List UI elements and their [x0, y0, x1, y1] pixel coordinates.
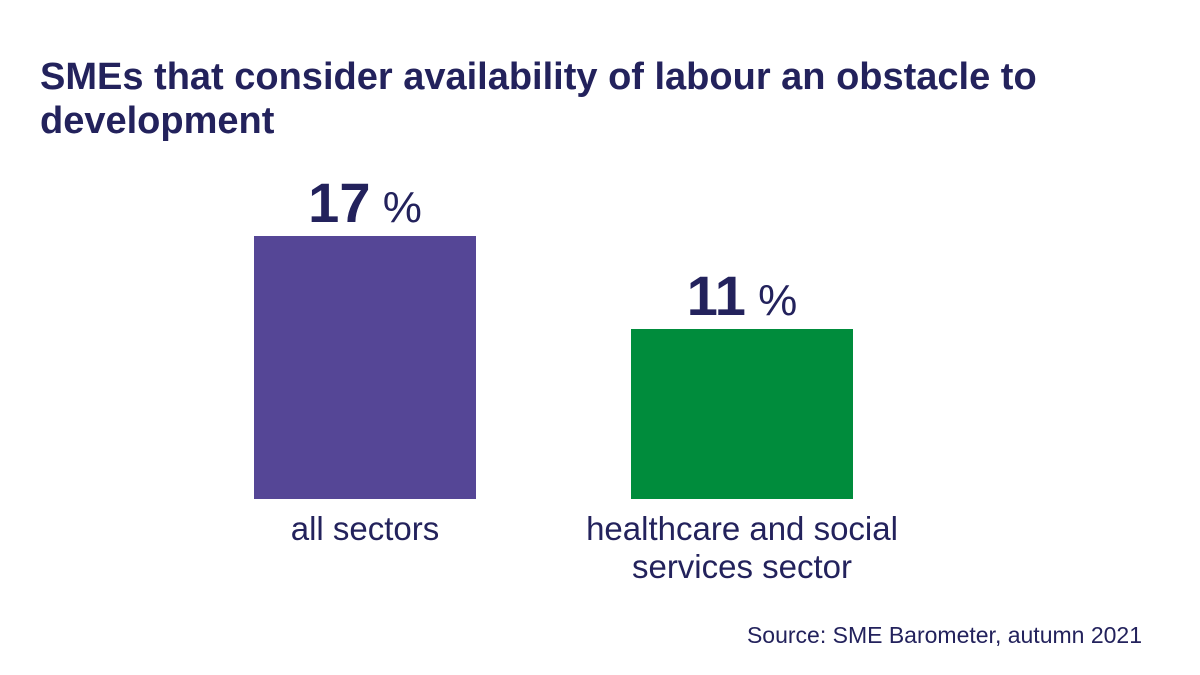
- data-label-value: 11: [686, 263, 746, 327]
- chart-title: SMEs that consider availability of labou…: [40, 56, 1037, 142]
- bar-0: [254, 236, 476, 499]
- data-label-value: 17: [308, 171, 371, 234]
- data-label-0: 17 %: [254, 170, 476, 235]
- source-note: Source: SME Barometer, autumn 2021: [746, 622, 1142, 648]
- data-label-unit: %: [745, 275, 798, 325]
- category-label-0: all sectors: [290, 510, 440, 547]
- data-label-unit: %: [370, 183, 422, 232]
- bar-1: [631, 328, 853, 499]
- data-label-1: 11 %: [631, 263, 853, 328]
- category-label-1: healthcare and social services sector: [586, 510, 898, 585]
